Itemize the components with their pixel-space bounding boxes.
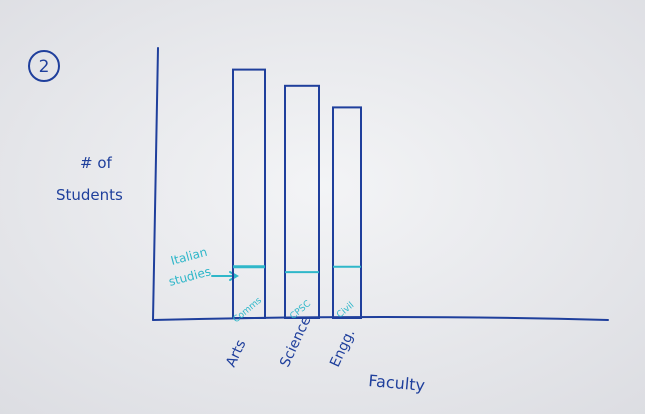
figure-number-badge: 2 bbox=[28, 50, 60, 82]
x-axis-label: Faculty bbox=[368, 371, 426, 395]
figure-number: 2 bbox=[39, 57, 50, 77]
y-axis-label-line2: Students bbox=[56, 186, 123, 204]
bar-engg bbox=[332, 106, 362, 320]
bar-science bbox=[284, 84, 320, 319]
bar-arts bbox=[232, 68, 266, 319]
x-axis bbox=[152, 316, 609, 321]
y-axis-label-line1: # of bbox=[80, 154, 113, 172]
y-axis bbox=[152, 47, 159, 321]
figure-number-circle bbox=[28, 50, 60, 82]
